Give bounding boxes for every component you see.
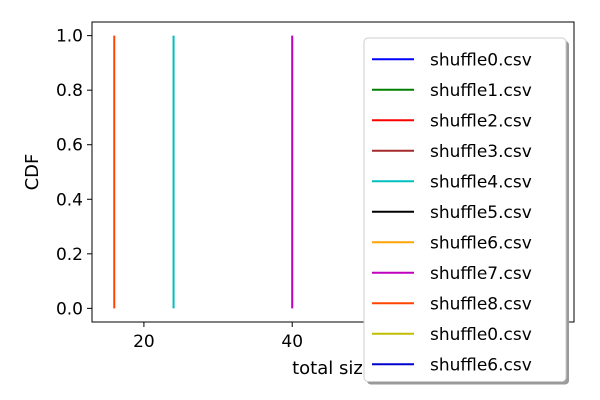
legend-entry: shuffle6.csv (430, 355, 532, 375)
legend: shuffle0.csv shuffle1.csv shuffle2.csv shuf… (363, 37, 569, 385)
y-tick-label: 0.2 (56, 245, 83, 265)
y-tick-label: 0.6 (56, 136, 83, 156)
x-axis-label: total size (292, 358, 374, 379)
x-axis-ticks: 20 40 (133, 322, 303, 352)
legend-entry: shuffle4.csv (430, 172, 532, 192)
legend-entry: shuffle7.csv (430, 264, 532, 284)
legend-entry: shuffle1.csv (430, 81, 532, 101)
y-tick-label: 0.4 (56, 190, 83, 210)
plot-lines (113, 35, 294, 309)
y-tick-label: 0.8 (56, 81, 83, 101)
x-tick-label: 40 (281, 332, 303, 352)
y-axis-label: CDF (22, 154, 43, 191)
legend-entry: shuffle3.csv (430, 142, 532, 162)
legend-entry: shuffle8.csv (430, 294, 532, 314)
legend-entry: shuffle0.csv (430, 50, 532, 70)
legend-entry: shuffle5.csv (430, 203, 532, 223)
y-tick-label: 0.0 (56, 299, 83, 319)
y-tick-label: 1.0 (56, 27, 83, 47)
legend-entry: shuffle2.csv (430, 111, 532, 131)
y-axis-ticks: 0.0 0.2 0.4 0.6 0.8 1.0 (56, 27, 92, 319)
legend-entry: shuffle6.csv (430, 233, 532, 253)
x-tick-label: 20 (133, 332, 155, 352)
legend-entry: shuffle0.csv (430, 325, 532, 345)
legend-box (363, 37, 567, 382)
axes-frame (91, 21, 575, 323)
